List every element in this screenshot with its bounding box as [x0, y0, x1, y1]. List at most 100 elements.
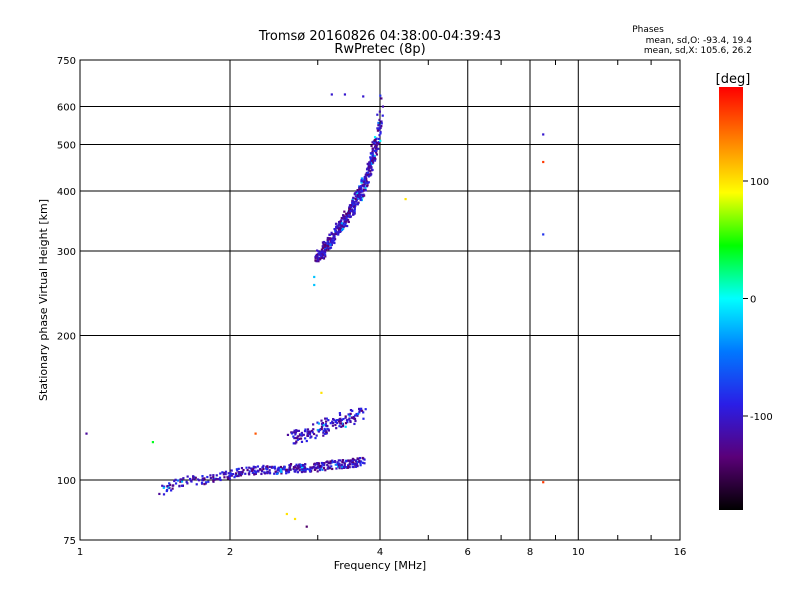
data-point	[168, 482, 171, 485]
data-point	[322, 253, 325, 256]
data-point	[309, 466, 312, 469]
data-point	[404, 198, 407, 201]
data-point	[327, 248, 330, 251]
data-point	[342, 417, 345, 421]
data-point	[320, 427, 323, 431]
data-point	[379, 94, 382, 97]
data-point	[285, 472, 288, 475]
data-point	[215, 477, 218, 481]
y-tick-label: 200	[57, 332, 76, 343]
data-point	[322, 467, 326, 470]
data-point	[358, 456, 362, 460]
data-point	[201, 475, 204, 478]
data-point	[266, 465, 269, 468]
data-point	[298, 464, 301, 468]
data-point	[342, 461, 345, 464]
phases-box-line1: mean, sd,O: -93.4, 19.4	[646, 36, 753, 46]
data-point	[166, 485, 169, 488]
data-point	[377, 147, 380, 150]
data-point	[344, 222, 347, 226]
data-point	[340, 463, 343, 466]
data-point	[321, 245, 324, 248]
data-point	[236, 469, 239, 472]
plot-area: 1 2 4 6 8 10 16 75 100 200 300 400 500 600 750	[57, 56, 686, 558]
data-point	[318, 428, 321, 432]
data-point	[308, 433, 312, 436]
data-point	[323, 245, 326, 249]
data-point	[323, 247, 327, 250]
data-point	[306, 467, 309, 471]
data-point	[241, 471, 244, 474]
colorbar-label: [deg]	[716, 72, 751, 87]
data-point	[363, 176, 366, 179]
data-point	[294, 466, 297, 469]
data-point	[273, 467, 277, 470]
data-point	[349, 459, 352, 462]
data-point	[253, 466, 256, 469]
x-tick-label: 8	[527, 547, 533, 558]
data-point	[366, 184, 369, 187]
x-axis-ticks: 1 2 4 6 8 10 16	[77, 60, 686, 558]
data-point	[348, 207, 351, 210]
data-point	[330, 237, 333, 241]
data-point	[305, 525, 308, 528]
data-point	[321, 463, 325, 466]
data-point	[299, 433, 303, 436]
data-point	[348, 459, 351, 463]
data-point	[323, 462, 326, 465]
data-point	[294, 465, 297, 468]
data-point	[212, 475, 215, 479]
data-point	[371, 147, 374, 150]
data-point	[304, 470, 307, 473]
data-point	[327, 461, 330, 464]
data-point	[171, 484, 174, 487]
data-point	[326, 427, 329, 430]
data-point	[359, 462, 362, 465]
data-point	[319, 257, 322, 260]
data-point	[324, 422, 327, 426]
data-point	[314, 257, 317, 260]
data-point	[285, 468, 288, 471]
data-point	[317, 462, 321, 465]
data-point	[360, 198, 363, 202]
data-point	[180, 478, 183, 481]
chart-subtitle: RwPretec (8p)	[334, 42, 425, 57]
data-point	[294, 470, 297, 473]
data-point	[358, 194, 361, 197]
data-point	[151, 441, 155, 444]
data-point	[334, 225, 338, 228]
data-point	[333, 460, 337, 463]
data-point	[253, 473, 256, 476]
data-point	[371, 155, 374, 158]
data-point	[369, 172, 372, 175]
data-point	[309, 468, 312, 471]
data-point	[321, 241, 325, 244]
data-point	[222, 473, 225, 476]
data-point	[345, 215, 349, 218]
data-point	[362, 417, 365, 420]
data-point	[360, 181, 363, 184]
data-point	[320, 391, 323, 394]
data-point	[332, 417, 335, 421]
data-point	[353, 463, 356, 466]
data-point	[343, 462, 346, 465]
data-point	[326, 464, 329, 467]
data-point	[254, 471, 258, 474]
data-point	[330, 465, 333, 468]
data-point	[542, 233, 545, 236]
data-point	[174, 478, 177, 481]
data-point	[331, 460, 334, 463]
data-point	[186, 482, 189, 485]
data-point	[192, 475, 195, 478]
data-point	[347, 214, 350, 217]
data-point	[245, 466, 248, 469]
data-point	[355, 200, 358, 203]
data-point	[281, 468, 284, 471]
data-point	[311, 466, 314, 469]
data-point	[330, 231, 333, 234]
data-point	[360, 189, 364, 193]
data-point	[201, 477, 204, 480]
data-point	[348, 414, 351, 417]
data-point	[342, 465, 346, 469]
data-point	[292, 435, 295, 438]
